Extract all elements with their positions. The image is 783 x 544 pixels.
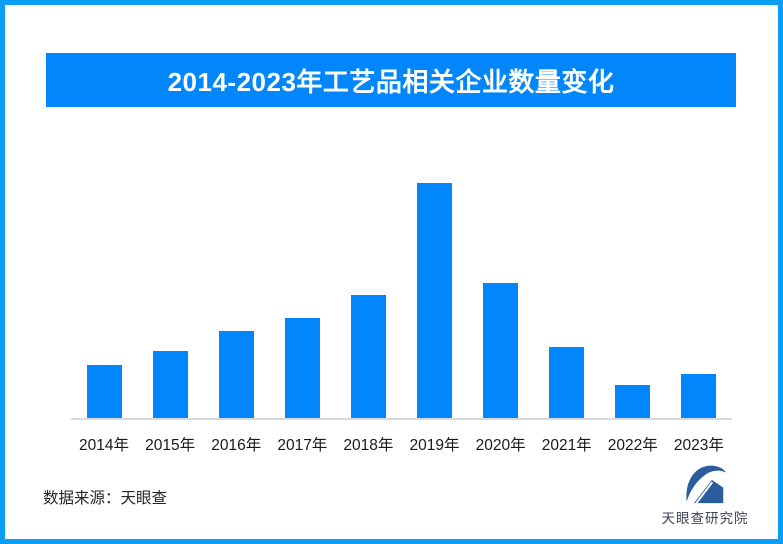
bar-2017年 [284, 318, 320, 418]
bar-2023年 [681, 374, 717, 418]
bar-2014年 [86, 365, 122, 418]
brand-block: 天眼查研究院 [650, 463, 760, 535]
brand-name: 天眼查研究院 [661, 511, 749, 526]
bar-cell [468, 135, 534, 418]
bar-cell [335, 135, 401, 418]
bar-cell [269, 135, 335, 418]
x-tick-label-2014年: 2014年 [79, 437, 130, 454]
x-tick-label-2017年: 2017年 [277, 437, 328, 454]
bar-cell [137, 135, 203, 418]
data-source-note: 数据来源：天眼查 [43, 490, 168, 507]
chart-title-banner: 2014-2023年工艺品相关企业数量变化 [46, 53, 736, 107]
bar-2022年 [615, 385, 651, 418]
x-tick-label-2019年: 2019年 [409, 437, 460, 454]
bar-2019年 [417, 183, 453, 418]
x-tick-label-2018年: 2018年 [343, 437, 394, 454]
x-tick-label-2023年: 2023年 [673, 437, 724, 454]
bar-2020年 [483, 283, 519, 418]
bar-2015年 [152, 351, 188, 418]
bar-cell [666, 135, 732, 418]
bar-2018年 [350, 295, 386, 418]
bar-2016年 [218, 331, 254, 418]
x-tick-label-2016年: 2016年 [211, 437, 262, 454]
bar-cell [401, 135, 467, 418]
x-tick-label-2015年: 2015年 [145, 437, 196, 454]
x-tick-label-2021年: 2021年 [541, 437, 592, 454]
bar-cell [71, 135, 137, 418]
x-tick-label-2020年: 2020年 [475, 437, 526, 454]
x-tick-label-2022年: 2022年 [607, 437, 658, 454]
bar-cell [203, 135, 269, 418]
chart-title: 2014-2023年工艺品相关企业数量变化 [167, 66, 615, 97]
tianyancha-eye-logo-icon [686, 465, 726, 504]
bar-2021年 [549, 347, 585, 418]
x-axis-labels: 2014年 2015年 2016年 2017年 2018年 2019年 2020年 2021年… [71, 433, 732, 455]
bar-cell [534, 135, 600, 418]
x-axis-line [71, 418, 732, 420]
bar-cell [600, 135, 666, 418]
bar-chart-plot-area [71, 135, 732, 418]
